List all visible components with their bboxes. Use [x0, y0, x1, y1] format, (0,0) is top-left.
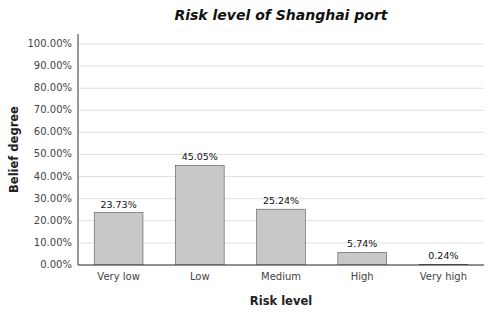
y-axis-line [78, 34, 79, 265]
y-tick-label: 40.00% [34, 171, 72, 182]
x-tick-label: Very high [420, 271, 467, 282]
y-tick-label: 90.00% [34, 60, 72, 71]
y-tick-label: 100.00% [28, 38, 73, 49]
data-label: 25.24% [263, 195, 299, 206]
grid-line [78, 265, 484, 266]
background [0, 0, 500, 315]
bar [338, 252, 387, 265]
y-tick-label: 80.00% [34, 82, 72, 93]
x-tick-label: Medium [261, 271, 301, 282]
x-tick-label: High [351, 271, 374, 282]
grid-line [78, 132, 484, 133]
data-labels: 23.73% 45.05% 25.24% 5.74% 0.24% [100, 151, 458, 261]
x-tick-label: Very low [97, 271, 140, 282]
x-tick-label: Low [190, 271, 210, 282]
bars [94, 165, 468, 265]
y-tick-label: 20.00% [34, 215, 72, 226]
x-axis-label: Risk level [250, 294, 312, 308]
grid-line [78, 110, 484, 111]
grid-line [78, 43, 484, 44]
y-tick-label: 50.00% [34, 148, 72, 159]
x-axis-line [78, 265, 484, 266]
data-label: 45.05% [182, 151, 218, 162]
title: Risk level of Shanghai port [174, 7, 388, 23]
bar [257, 209, 306, 265]
x-ticks: Very low Low Medium High Very high [97, 271, 467, 282]
y-axis-label: Belief degree [7, 106, 21, 193]
chart-container: 0.00% 10.00% 20.00% 30.00% 40.00% 50.00% 60.00… [0, 0, 500, 315]
data-label: 23.73% [100, 199, 136, 210]
y-tick-label: 60.00% [34, 126, 72, 137]
data-label: 0.24% [428, 250, 458, 261]
bar [175, 165, 224, 265]
y-tick-label: 10.00% [34, 237, 72, 248]
data-label: 5.74% [347, 238, 377, 249]
y-tick-label: 70.00% [34, 104, 72, 115]
y-tick-label: 0.00% [40, 259, 72, 270]
bar [94, 213, 143, 265]
y-tick-label: 30.00% [34, 193, 72, 204]
grid-line [78, 176, 484, 177]
grid-line [78, 154, 484, 155]
grid [78, 44, 484, 265]
y-ticks: 0.00% 10.00% 20.00% 30.00% 40.00% 50.00% 60.00… [28, 38, 73, 270]
grid-line [78, 66, 484, 67]
chart-svg: 0.00% 10.00% 20.00% 30.00% 40.00% 50.00% 60.00… [0, 0, 500, 315]
grid-line [78, 88, 484, 89]
